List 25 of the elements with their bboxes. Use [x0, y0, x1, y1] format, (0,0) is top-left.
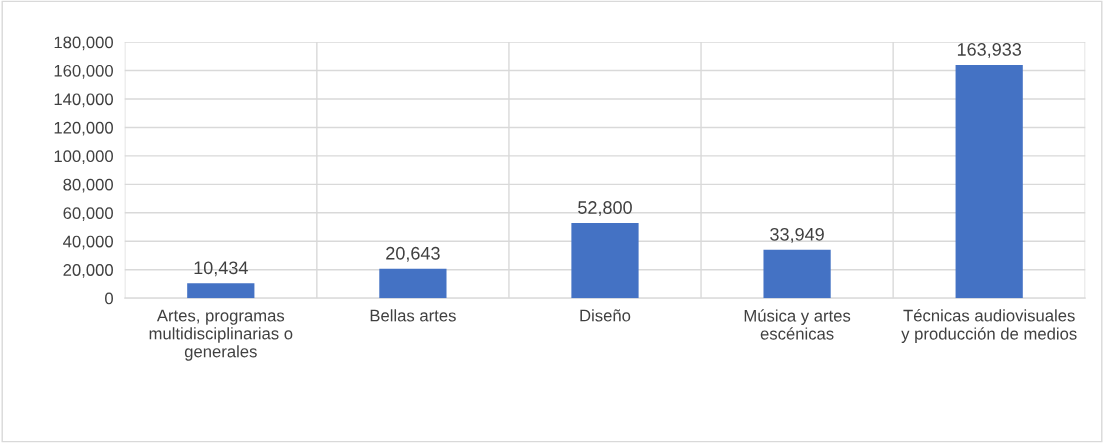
data-label: 33,949	[770, 227, 824, 243]
y-tick-label: 160,000	[54, 64, 113, 79]
data-label: 52,800	[578, 201, 632, 217]
x-tick-label: Artes, programas multidisciplinarias o generales	[149, 309, 293, 361]
x-tick-label: Música y artes escénicas	[744, 309, 851, 340]
y-tick-label: 60,000	[63, 207, 113, 221]
x-tick-label: Técnicas audiovisuales y producción de medios	[901, 309, 1077, 343]
bar	[955, 64, 1023, 299]
bar	[379, 268, 447, 299]
bar	[763, 249, 831, 299]
y-tick-label: 80,000	[63, 178, 113, 193]
bar	[187, 283, 255, 299]
y-tick-label: 20,000	[63, 264, 113, 278]
y-tick-label: 180,000	[54, 36, 113, 51]
y-tick-label: 120,000	[54, 121, 113, 136]
y-tick-label: 40,000	[63, 235, 113, 250]
bar	[571, 223, 639, 299]
x-tick-label: Diseño	[580, 309, 631, 322]
x-tick-label: Bellas artes	[370, 309, 456, 322]
y-tick-label: 140,000	[54, 93, 113, 108]
data-label: 163,933	[957, 43, 1022, 58]
y-tick-label: 100,000	[54, 150, 113, 165]
data-label: 20,643	[386, 246, 440, 262]
data-label: 10,434	[194, 261, 248, 277]
y-tick-label: 0	[105, 292, 113, 305]
